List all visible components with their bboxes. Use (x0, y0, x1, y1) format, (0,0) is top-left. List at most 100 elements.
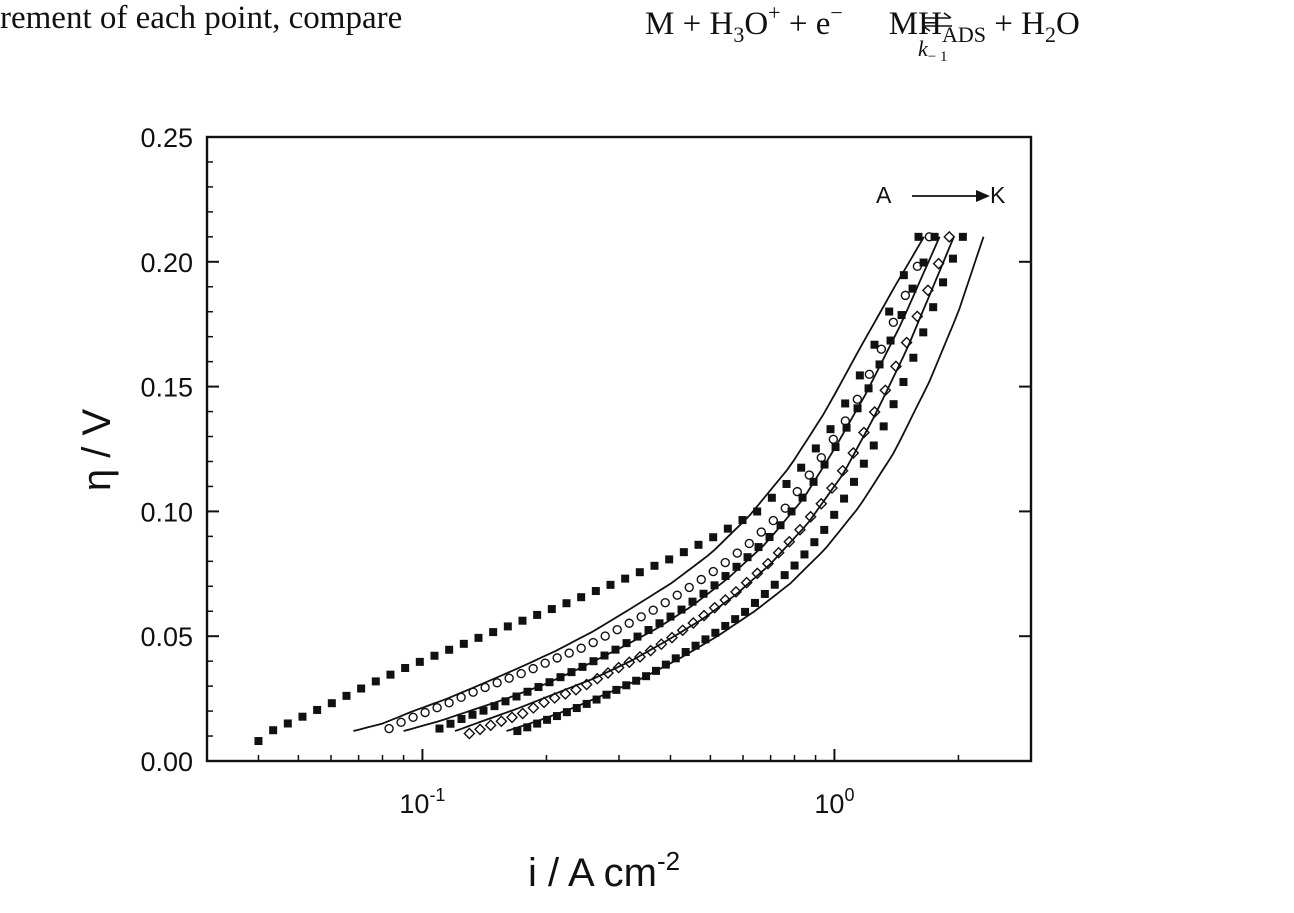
data-point-square (909, 353, 918, 362)
data-point-square (885, 307, 894, 316)
data-point-circle (624, 618, 634, 628)
data-point-square (552, 712, 561, 721)
data-point-circle (720, 557, 730, 568)
data-point-square (741, 607, 750, 616)
equilibrium-arrows-icon (922, 12, 952, 32)
x-axis-ticks: 10-1 100 (206, 749, 1032, 819)
data-point-square (342, 691, 351, 700)
data-point-square (721, 572, 730, 581)
data-point-square (254, 737, 263, 746)
series-8 (454, 236, 955, 732)
data-point-square (869, 441, 878, 450)
data-point-square (694, 540, 703, 549)
data-point-square (754, 543, 763, 552)
y-axis-title: η / V (75, 409, 119, 492)
data-point-square (679, 548, 688, 557)
data-point-square (655, 619, 664, 628)
series-layer (254, 230, 985, 746)
data-point-diamond (708, 601, 721, 614)
data-point-square (671, 654, 680, 663)
data-point-square (820, 525, 829, 534)
data-point-circle (540, 658, 550, 668)
y-tick-label: 0.00 (140, 747, 193, 777)
data-point-circle (852, 394, 863, 405)
data-point-square (644, 626, 653, 635)
data-point-square (855, 371, 864, 380)
y-tick-label: 0.25 (140, 123, 193, 153)
data-point-circle (516, 668, 526, 679)
data-point-square (765, 532, 774, 541)
data-point-square (711, 628, 720, 637)
data-point-square (591, 587, 600, 596)
data-point-square (701, 635, 710, 644)
data-point-square (547, 605, 556, 614)
data-point-square (770, 580, 779, 589)
eq-e: e (815, 6, 831, 42)
y-axis-ticks: 0.00 0.05 0.10 0.15 0.20 0.25 (140, 123, 1031, 777)
data-point-diamond (783, 535, 796, 548)
annotation-end: K (990, 182, 1006, 208)
data-point-square (562, 599, 571, 608)
data-point-square (401, 663, 410, 672)
data-point-circle (672, 590, 682, 600)
data-point-square (760, 589, 769, 598)
data-point-square (919, 328, 928, 337)
body-text-fragment: rement of each point, compare (0, 0, 403, 36)
data-point-square (886, 336, 895, 345)
data-point-circle (564, 648, 574, 658)
series-5 (513, 232, 967, 736)
x-tick-label: 10-1 (399, 785, 445, 819)
data-point-square (606, 580, 615, 589)
data-point-circle (612, 624, 622, 635)
data-point-square (313, 705, 322, 714)
data-point-circle (732, 548, 742, 558)
data-point-square (468, 710, 477, 719)
x-axis-title-exp: -2 (657, 846, 680, 876)
data-point-square (841, 399, 850, 408)
data-point-diamond (719, 594, 732, 606)
data-point-square (283, 719, 292, 728)
data-point-square (797, 463, 806, 472)
data-point-square (899, 271, 908, 280)
data-point-square (811, 444, 820, 453)
data-point-square (732, 562, 741, 571)
series-line (403, 236, 941, 732)
data-point-square (870, 340, 879, 349)
data-point-square (810, 538, 819, 547)
y-tick-label: 0.10 (140, 497, 193, 527)
y-tick-label: 0.20 (140, 248, 193, 278)
data-point-square (459, 639, 468, 648)
data-point-circle (900, 290, 911, 301)
eq-sup-plus: + (768, 0, 781, 25)
data-point-square (479, 706, 488, 715)
x-tick-label-base: 10 (399, 789, 429, 819)
data-point-circle (660, 597, 670, 608)
data-point-circle (648, 605, 658, 615)
data-point-square (489, 628, 498, 637)
data-point-square (602, 690, 611, 699)
series-line (506, 236, 985, 732)
data-point-square (633, 632, 642, 641)
data-point-diamond (697, 609, 710, 622)
data-point-square (357, 684, 366, 693)
x-axis-title-main: i / A cm (528, 851, 657, 895)
data-point-square (386, 670, 395, 679)
data-point-square (721, 621, 730, 630)
series-7 (403, 236, 941, 732)
data-point-square (743, 553, 752, 562)
reaction-equation: M + H3O+ + e− MHADS + H2O (645, 0, 1080, 48)
data-point-square (371, 677, 380, 686)
eq-h2: H (1021, 6, 1045, 42)
data-point-circle (816, 452, 827, 463)
data-point-circle (804, 470, 815, 480)
data-point-square (665, 555, 674, 564)
data-point-square (635, 568, 644, 577)
data-point-square (830, 510, 839, 519)
data-point-circle (492, 678, 502, 688)
data-point-circle (636, 612, 646, 622)
data-point-circle (528, 663, 538, 674)
data-point-square (298, 712, 307, 721)
data-point-square (572, 704, 581, 713)
data-point-diamond (506, 711, 519, 724)
eq-plus-2: + (780, 6, 816, 42)
